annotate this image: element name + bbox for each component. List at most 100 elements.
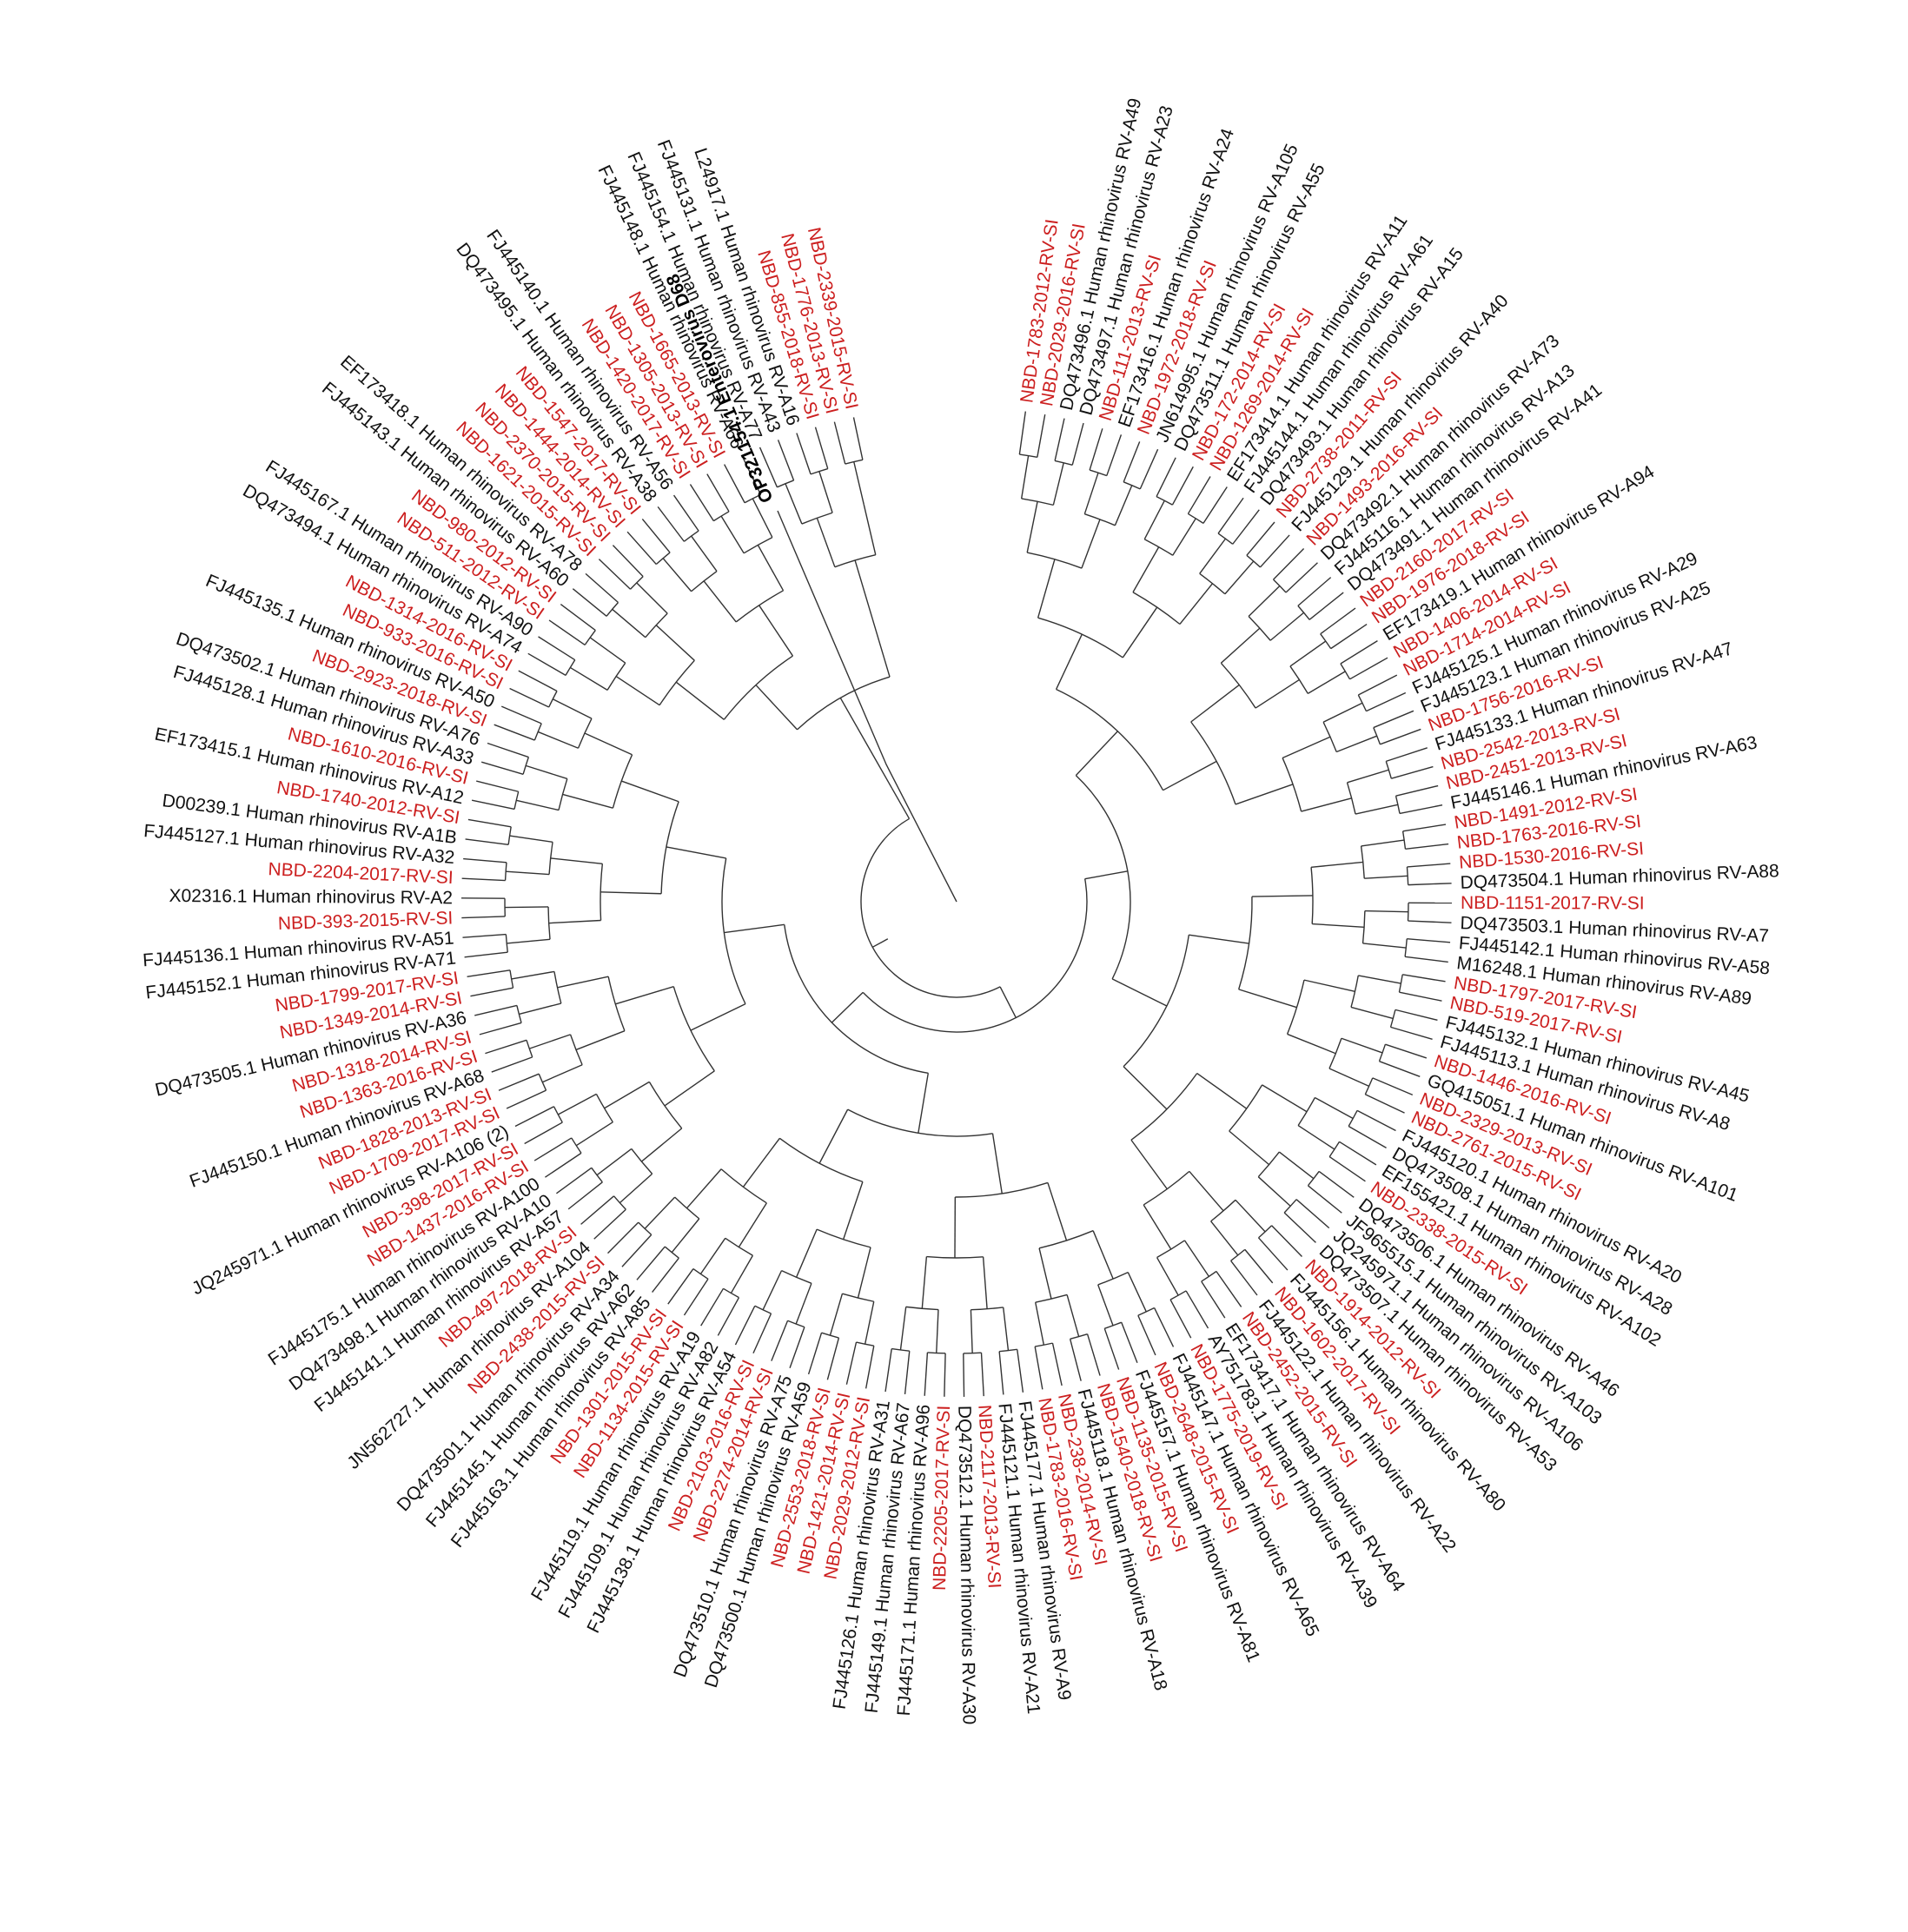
branch — [1255, 678, 1300, 709]
branch — [506, 870, 550, 876]
branch — [1171, 466, 1194, 506]
branch — [619, 1173, 653, 1204]
branch — [1111, 978, 1168, 1007]
branch — [1405, 843, 1449, 850]
branch — [1407, 938, 1451, 943]
branch — [826, 1337, 840, 1380]
branch-arc — [1143, 1170, 1190, 1206]
branch — [829, 1294, 844, 1336]
branch-arc — [672, 986, 715, 1072]
branch — [1038, 1247, 1052, 1300]
branch — [891, 788, 911, 819]
branch — [999, 986, 1017, 1018]
branch — [1179, 583, 1214, 625]
branch — [598, 559, 631, 590]
branch — [509, 835, 553, 844]
branch — [1246, 521, 1275, 556]
branch — [1349, 657, 1388, 680]
branch — [1399, 804, 1443, 815]
branch — [884, 1348, 892, 1393]
branch — [461, 916, 506, 919]
branch — [831, 991, 864, 1023]
branch — [621, 780, 679, 803]
branch-arc — [1130, 1073, 1198, 1141]
branch — [465, 838, 509, 845]
branch — [1390, 1026, 1433, 1040]
branch — [980, 1353, 984, 1397]
branch-arc — [778, 1137, 864, 1183]
branch — [1097, 1284, 1114, 1327]
branch-arc — [955, 1181, 1049, 1198]
branch — [494, 724, 535, 741]
branch — [1127, 1272, 1147, 1313]
branch — [1283, 1212, 1316, 1243]
branch — [759, 605, 794, 657]
branch — [762, 1270, 783, 1311]
branch — [463, 857, 507, 863]
branch — [1257, 1176, 1291, 1207]
branch — [1210, 1221, 1239, 1256]
branch — [507, 938, 551, 944]
leaf-label: X02316.1 Human rhinovirus RV-A2 — [169, 886, 453, 908]
branch — [1132, 546, 1160, 593]
branch — [1189, 934, 1249, 944]
branch — [552, 698, 593, 719]
branch-arc — [1406, 866, 1409, 885]
branch — [1318, 1170, 1355, 1198]
branch-arc — [1328, 1037, 1342, 1069]
branch — [1380, 728, 1421, 745]
branch — [1229, 1130, 1270, 1166]
branch-arc — [655, 552, 671, 566]
branch — [506, 1089, 547, 1109]
branch-arc — [735, 590, 784, 623]
branch — [706, 473, 730, 513]
branch — [1055, 633, 1083, 690]
branch — [1399, 991, 1442, 1002]
branch — [641, 518, 671, 553]
branch — [1071, 422, 1084, 466]
branch — [636, 582, 668, 614]
branch — [542, 1064, 583, 1083]
outgroup-branch: OP321154.1 Enterovirus D68 — [662, 271, 957, 903]
branch-arc — [548, 691, 558, 708]
branch — [1303, 979, 1355, 992]
branch-arc — [1199, 572, 1226, 595]
branch — [621, 1234, 653, 1267]
branch — [1092, 1230, 1114, 1280]
branch-arc — [630, 576, 644, 590]
branch — [1190, 684, 1240, 723]
branch — [1020, 455, 1030, 500]
branch — [511, 970, 555, 980]
branch-arc — [999, 1348, 1017, 1353]
branch — [1278, 1151, 1315, 1180]
branch-arc — [504, 862, 507, 881]
branch — [970, 1309, 973, 1353]
branch — [1295, 1199, 1330, 1229]
branch — [863, 504, 877, 555]
branch — [1201, 1280, 1226, 1319]
branch — [1066, 1294, 1080, 1337]
branch — [870, 750, 893, 790]
branch-arc — [845, 459, 864, 465]
branch — [1366, 691, 1407, 712]
branch — [724, 923, 785, 934]
branch — [839, 698, 871, 751]
branch — [667, 1268, 694, 1305]
branch — [1364, 875, 1408, 879]
branch — [1123, 441, 1141, 483]
branch — [724, 464, 745, 504]
branch-arc — [723, 1287, 739, 1299]
branch-arc — [1021, 498, 1054, 506]
tree-branches — [461, 411, 1453, 1397]
branch — [982, 1256, 988, 1309]
branch — [1271, 1225, 1302, 1258]
branch — [720, 515, 745, 554]
branch — [1248, 586, 1281, 617]
branch — [1017, 1349, 1024, 1393]
branch — [777, 440, 795, 481]
branch — [752, 1313, 772, 1354]
branch-arc — [1401, 830, 1407, 850]
branch-arc — [1217, 533, 1234, 545]
branch — [785, 483, 803, 525]
branch — [1311, 861, 1363, 868]
